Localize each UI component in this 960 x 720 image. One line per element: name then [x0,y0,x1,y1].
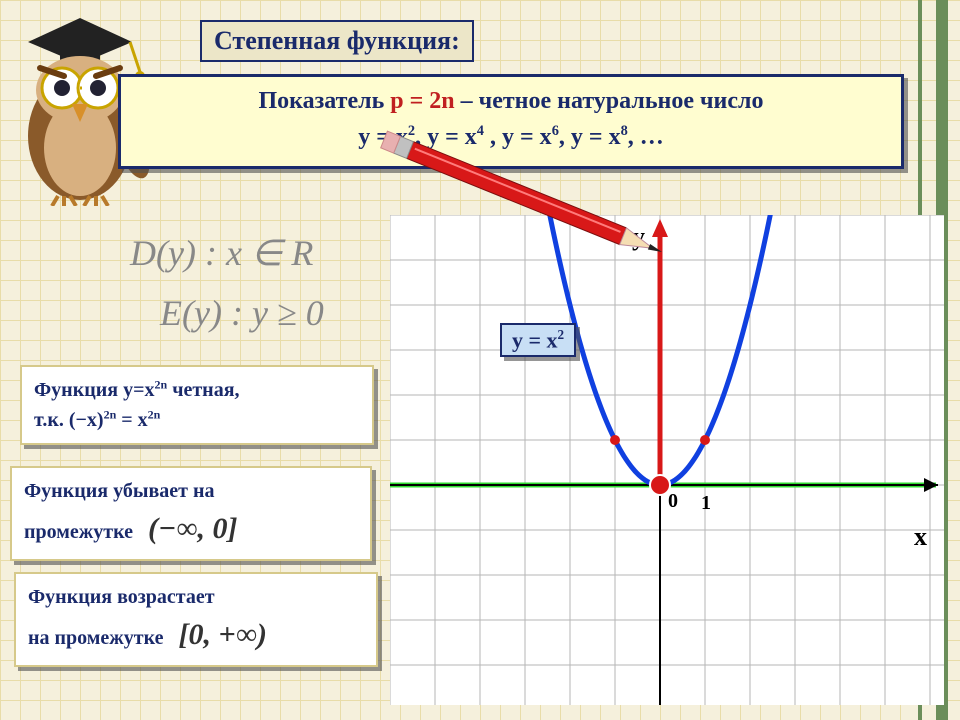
info-increase-box: Функция возрастает на промежутке [0, +∞) [14,572,378,667]
main-line1-p: р = 2n [390,88,454,114]
info2-l2: промежутке [24,521,133,543]
info-decrease-box: Функция убывает на промежутке (−∞, 0] [10,466,372,561]
title-box: Степенная функция: [200,20,474,62]
info1-l2mid: (−х) [69,409,104,431]
svg-text:1: 1 [701,492,711,514]
main-line1-pre: Показатель [259,88,391,114]
main-line2: у = х2, у = х4 , у = х6, у = х8, … [133,119,889,155]
chart: 0 1 у х [390,215,944,705]
info-even-box: Функция у=х2n четная, т.к. (−х)2n = x2n [20,365,374,445]
chart-equation-label: у = х2 [500,323,576,357]
info1-sup: 2n [155,377,168,391]
svg-text:х: х [914,522,927,551]
info1-post: четная, [167,379,239,401]
info3-l2: на промежутке [28,627,164,649]
info2-interval: (−∞, 0] [148,512,238,545]
info1-mid: у=х [123,379,154,401]
info3-interval: [0, +∞) [179,618,267,651]
info2-l1: Функция убывает на [24,476,358,506]
info1-l2eq: = x [116,409,147,431]
svg-text:0: 0 [668,490,678,512]
info1-l2s1: 2n [104,407,117,421]
formula-domain: D(y) : x ∈ R [130,232,313,274]
formula-range: E(y) : y ≥ 0 [160,292,324,334]
main-line1-post: – четное натуральное число [455,88,764,114]
main-definition-box: Показатель р = 2n – четное натуральное ч… [118,74,904,169]
info1-l2s2: 2n [148,407,161,421]
svg-text:у: у [632,222,645,251]
info1-l2pre: т.к. [34,409,69,431]
info3-l1: Функция возрастает [28,582,364,612]
info1-pre: Функция [34,379,123,401]
title-text: Степенная функция: [214,26,460,55]
